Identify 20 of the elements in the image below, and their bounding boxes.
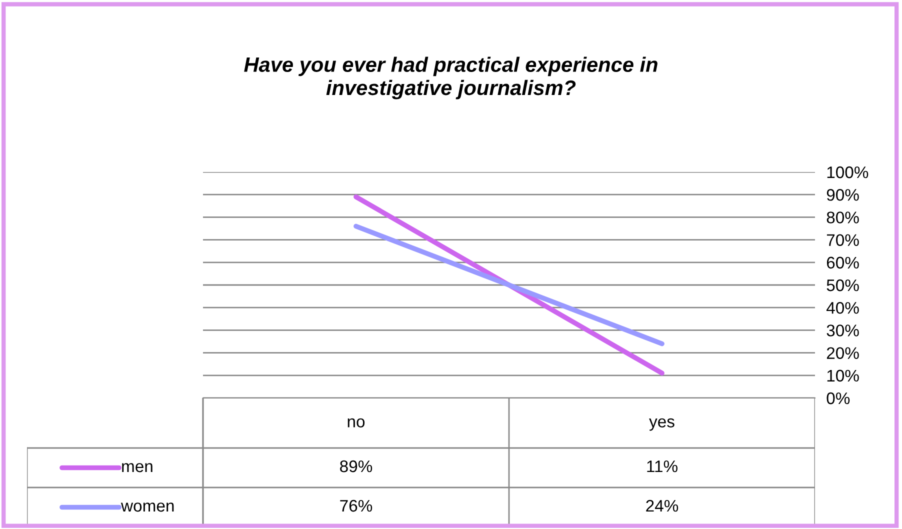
y-tick-label: 100% [827,166,868,178]
y-tick-label: 60% [826,256,859,269]
data-label: 76% [340,500,372,512]
y-tick-label: 50% [826,279,859,292]
y-tick-label: 80% [826,212,859,224]
y-tick-label: 20% [826,347,859,360]
data-label: 24% [646,500,678,512]
legend-label: women [120,502,174,512]
y-tick-label: 30% [826,324,859,336]
x-tick-label: no [348,418,365,428]
x-tick-label: yes [649,418,674,431]
y-tick-label: 40% [826,302,859,314]
y-tick-label: 10% [827,370,859,382]
legend-label: men [122,463,152,472]
chart-title: Have you ever had practical experience in investigative journalism? [244,56,658,100]
y-tick-label: 0% [826,392,850,404]
data-label: 11% [647,460,678,472]
y-tick-label: 70% [826,234,859,246]
data-label: 89% [340,460,372,472]
y-tick-label: 90% [826,189,859,201]
